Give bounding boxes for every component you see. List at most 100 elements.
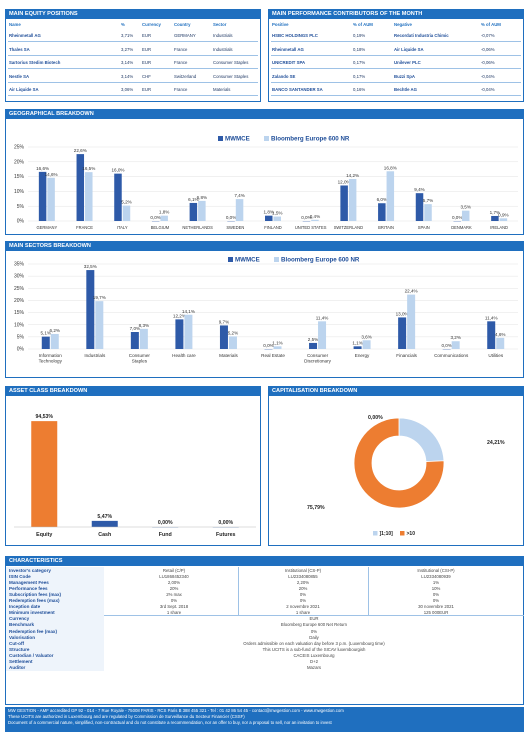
asset-category-label: Fund — [159, 532, 172, 538]
equity-cell: Switzerland — [174, 73, 197, 79]
geo-chart: 0% 5% 10% 15% 20% 25% MWMCE Bloomberg Europe 60… — [14, 136, 518, 230]
legend-label: Bloomberg Europe 600 NR — [281, 257, 360, 264]
share-class-value: 0% — [170, 598, 178, 604]
char-label-column — [6, 567, 104, 671]
bar-value-label: 1,1% — [272, 340, 282, 345]
contributor-cell: Bechtle AG — [394, 87, 418, 92]
slice-label: 0,00% — [368, 415, 383, 421]
legend-swatch — [218, 136, 223, 141]
common-value: This UCITS is a sub-fund of the SICAV lu… — [262, 646, 366, 652]
asset-class-title: ASSET CLASS BREAKDOWN — [6, 387, 260, 396]
legend-label: ]1;10] — [380, 531, 394, 537]
y-tick-label: 20% — [14, 159, 25, 165]
bar-value-label: 6,1% — [188, 197, 198, 202]
share-class-value: 1 share — [166, 610, 182, 616]
category-label: Materials — [219, 353, 238, 358]
capitalisation-title: CAPITALISATION BREAKDOWN — [269, 387, 523, 396]
bar-value-label: 11,4% — [316, 315, 329, 320]
legend-swatch — [264, 136, 269, 141]
category-label: Technology — [39, 359, 63, 364]
char-label: Custodian / Valuator — [9, 652, 54, 658]
share-class-value: 0% — [432, 592, 440, 598]
equity-cell: Materials — [213, 87, 231, 92]
bar-value-label: 11,4% — [485, 315, 498, 320]
common-value: Daily — [309, 634, 319, 640]
bar-benchmark — [198, 200, 206, 221]
equity-cell: Industrials — [213, 33, 233, 38]
row-divider — [271, 41, 521, 42]
row-divider — [8, 41, 258, 42]
characteristics-panel: CHARACTERISTICS Investor's category ISIN … — [5, 556, 524, 705]
y-tick-label: 0% — [17, 219, 25, 225]
share-class-value: LU1868452340 — [159, 574, 189, 580]
share-class-header: Institutional (CSI-P) — [417, 568, 455, 573]
col-aum-neg: % of AUM — [481, 22, 501, 27]
bar-benchmark — [139, 328, 148, 349]
common-value: Bloomberg Europe 600 Net Return — [280, 622, 348, 628]
bar-benchmark — [499, 218, 508, 221]
char-label: Inception date — [9, 604, 41, 610]
bar-value-label: 3,6% — [361, 334, 371, 339]
bar-benchmark — [318, 321, 327, 349]
bar-fund — [76, 154, 85, 221]
bar-value-label: 16,0% — [111, 168, 124, 173]
bar-value-label: 5,7% — [423, 198, 433, 203]
bar-value-label: 22,6% — [74, 148, 87, 153]
bar-value-label: 0,4% — [310, 214, 320, 219]
capitalisation-chart: 24,21% 75,79% 0,00%]1;10] >10 — [307, 415, 505, 537]
slice-label: 24,21% — [487, 440, 505, 446]
equity-cell: 3,14% — [121, 73, 134, 79]
asset-value-label: 94,53% — [35, 414, 53, 420]
char-label: Structure — [9, 646, 30, 652]
bar-benchmark — [273, 216, 281, 221]
contributor-cell: HSBC HOLDINGS PLC — [272, 33, 318, 38]
asset-category-label: Cash — [98, 532, 111, 538]
bar-value-label: 1,1% — [352, 340, 362, 345]
contributor-cell: Zalando SE — [272, 73, 296, 79]
bar-value-label: 6,8% — [197, 195, 207, 200]
category-label: DENMARK — [451, 225, 472, 230]
bar-value-label: 1,8% — [159, 210, 169, 215]
row-divider — [271, 81, 521, 83]
footer-line-1: MW GESTION - AMF accredited GP 92 - 014 … — [8, 708, 344, 713]
contributor-cell: Air Liquide SA — [394, 46, 424, 52]
col-country: Country — [174, 22, 191, 27]
share-class-value: 30 novembre 2021 — [418, 604, 454, 610]
row-divider — [271, 54, 521, 56]
bar-benchmark — [85, 172, 93, 221]
category-label: SPAIN — [418, 225, 430, 230]
bar-fund — [491, 215, 499, 221]
bar-fund — [353, 346, 362, 349]
bar-value-label: 1,5% — [272, 211, 282, 216]
category-label: IRELAND — [490, 225, 508, 230]
donut-slice — [398, 417, 445, 463]
bar-fund — [114, 173, 122, 221]
bar-benchmark — [386, 171, 395, 221]
asset-bar — [91, 520, 118, 527]
asset-class-chart: 94,53% Equity 5,47% Cash 0,00% Fund 0,00% Futur… — [14, 414, 256, 538]
bar-benchmark — [348, 178, 357, 221]
row-divider — [8, 95, 258, 96]
equity-cell: 3,14% — [121, 60, 134, 65]
equity-cell: France — [174, 46, 188, 52]
bar-fund — [175, 319, 184, 349]
bar-value-label: 7,0% — [130, 326, 140, 331]
contributor-cell: UNICREDIT SPA — [272, 60, 306, 65]
share-class-value: 2,00% — [167, 580, 181, 586]
contributor-cell: 0,16% — [353, 87, 366, 92]
char-label: Valorisation — [9, 634, 36, 640]
sectors-panel: MAIN SECTORS BREAKDOWN 0% 5% 10% 15% 20% 25% 3… — [5, 241, 524, 378]
bar-value-label: 7,4% — [234, 193, 244, 198]
bar-value-label: 22,4% — [405, 289, 418, 294]
y-tick-label: 15% — [14, 174, 25, 180]
bar-value-label: 9,7% — [219, 319, 229, 324]
bar-benchmark — [122, 205, 131, 221]
sectors-title: MAIN SECTORS BREAKDOWN — [6, 242, 523, 251]
bar-fund — [41, 336, 50, 349]
category-label: SWEDEN — [226, 225, 244, 230]
bar-value-label: 12,0% — [338, 179, 351, 184]
category-label: BRITAIN — [378, 225, 394, 230]
equity-cell: Rheinmetall AG — [9, 33, 41, 38]
equity-cell: Consumer Staples — [213, 73, 249, 79]
footer: MW GESTION - AMF accredited GP 92 - 014 … — [5, 707, 524, 732]
